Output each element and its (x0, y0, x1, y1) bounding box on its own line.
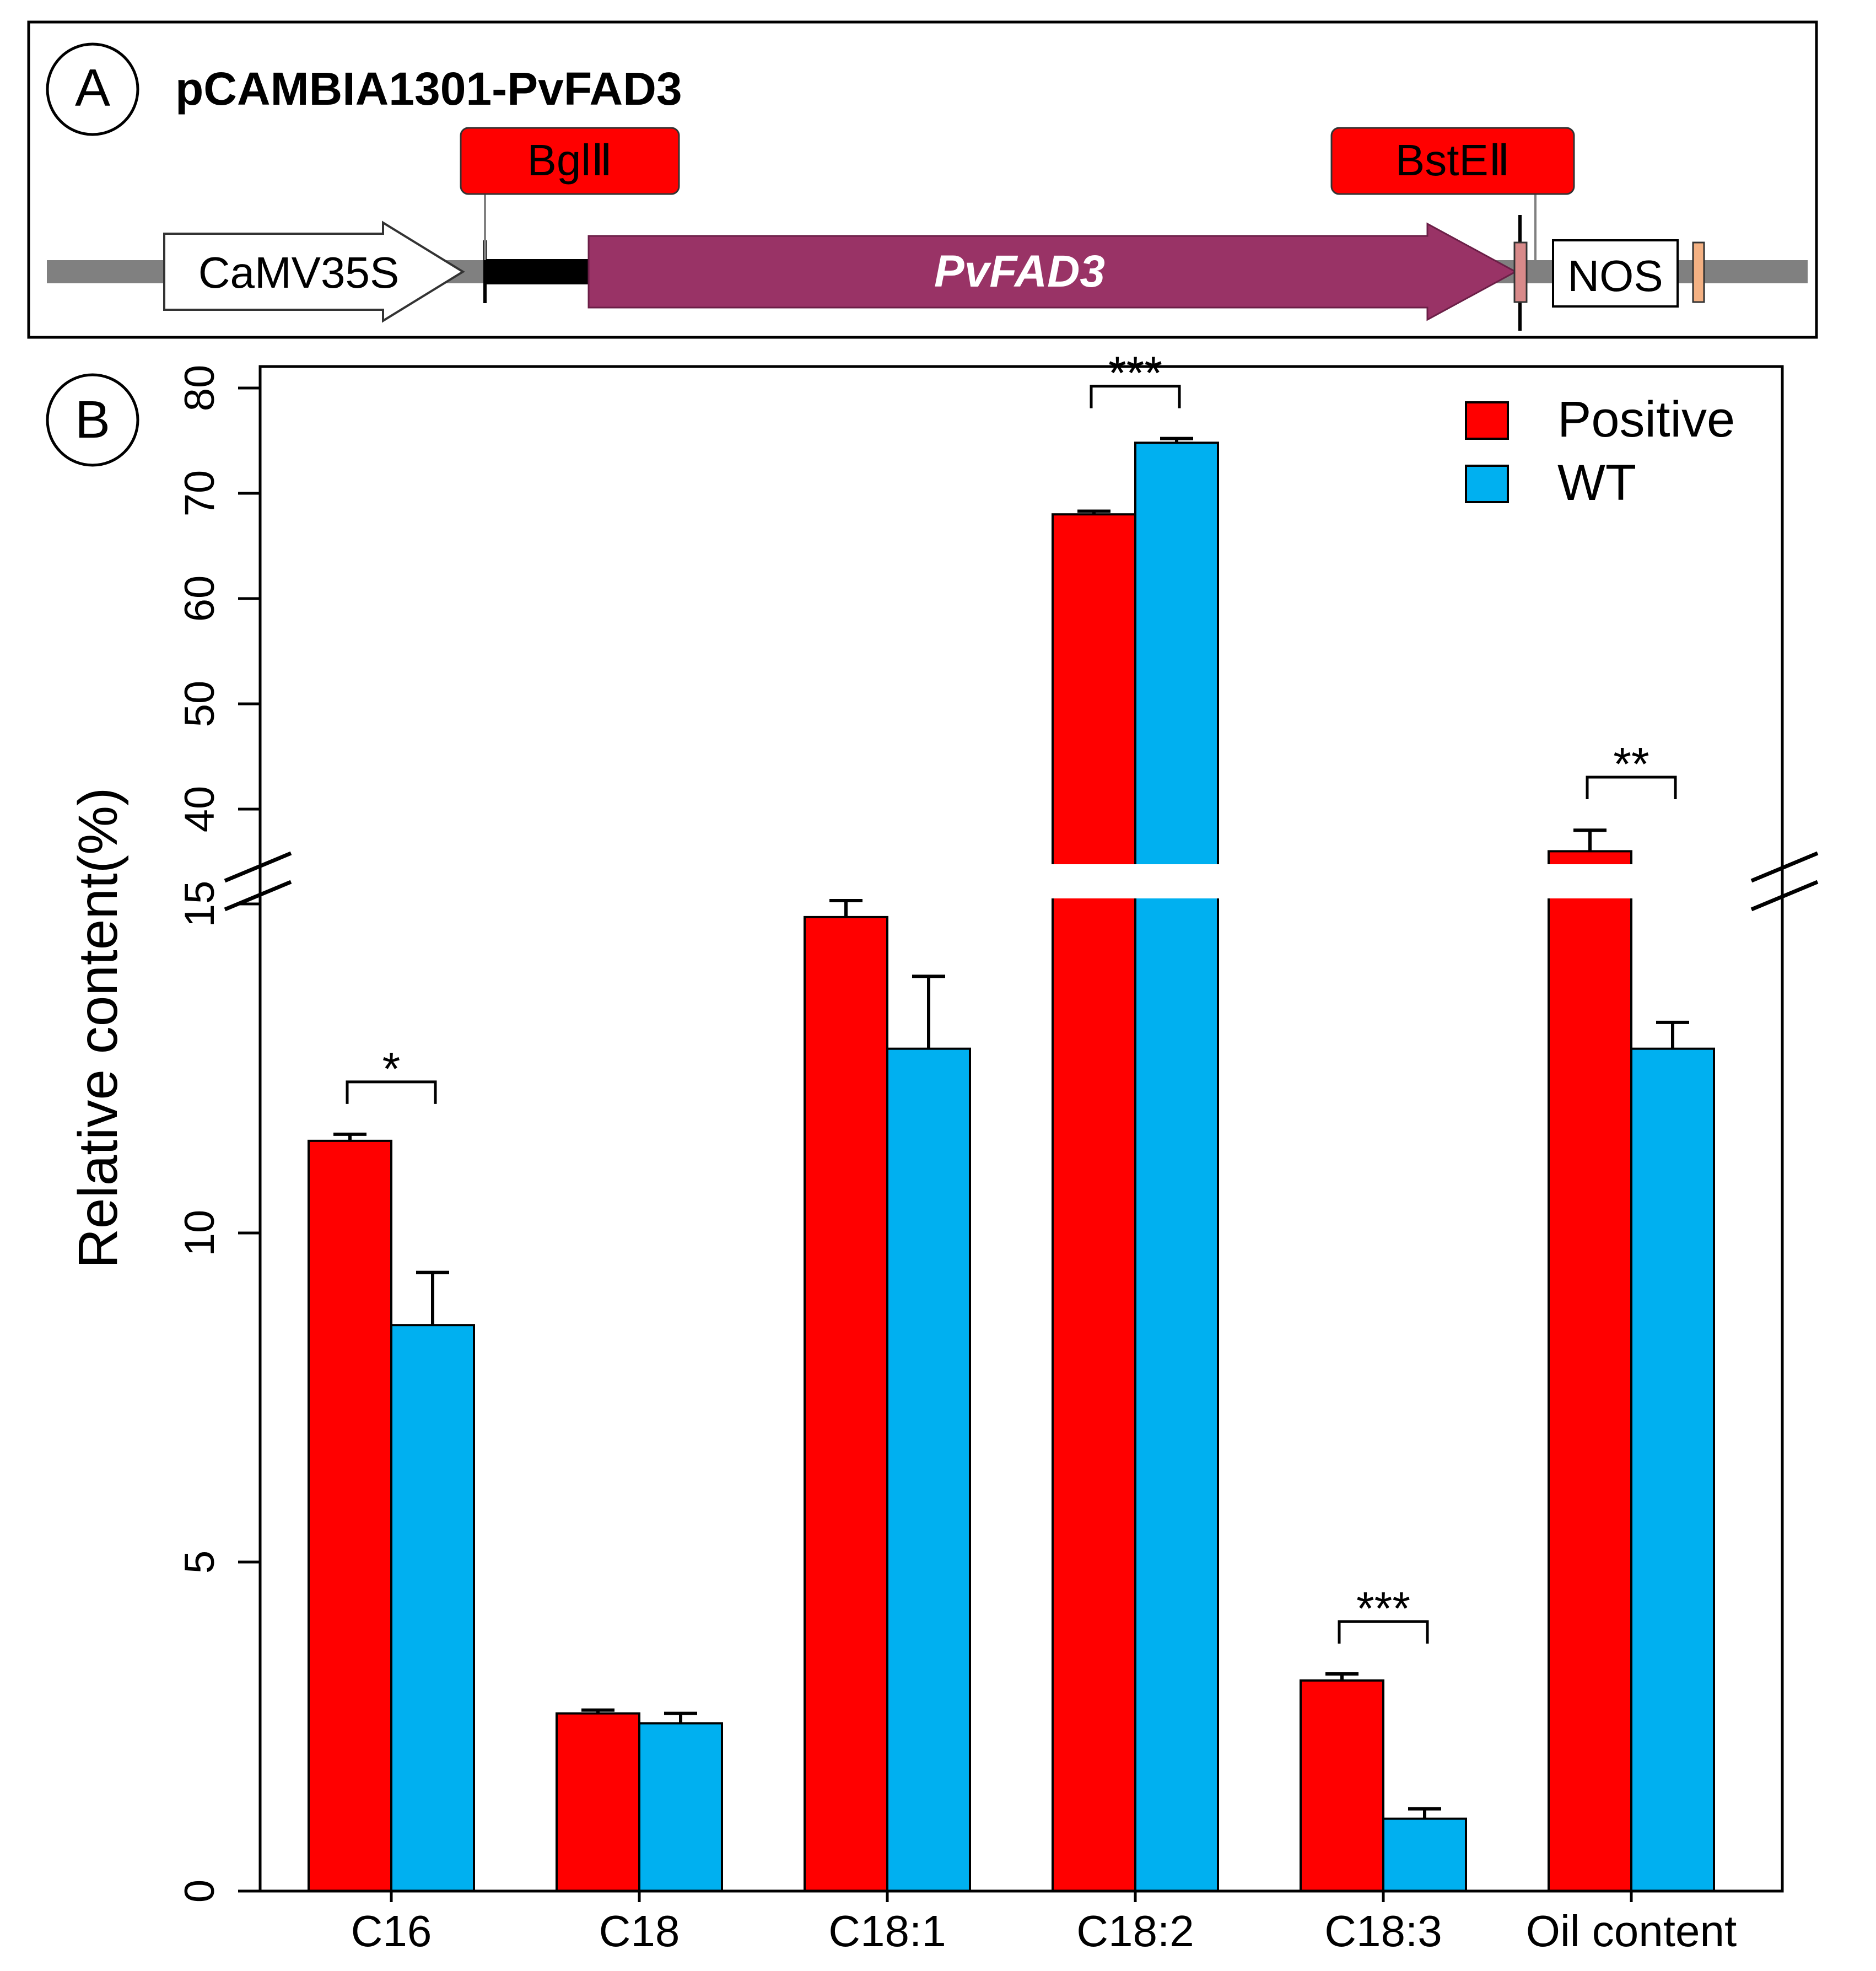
x-tick-label-0: C16 (351, 1907, 432, 1956)
y-tick-label-lower-1: 5 (176, 1550, 223, 1574)
camv35s-promoter-arrow (163, 220, 465, 323)
pink-box-element (1513, 241, 1528, 303)
bsteii-site-box (1330, 127, 1575, 195)
leader-segment (485, 259, 590, 284)
legend-label-positive: Positive (1557, 391, 1735, 448)
panel-b: B Relative content(%) ********* 05101540… (46, 347, 1819, 1956)
panel-a-label-circle (46, 42, 139, 136)
legend-label-wt: WT (1557, 455, 1636, 511)
axis-break-gap-2 (1134, 864, 1220, 898)
bar-wt-2 (886, 1047, 971, 1892)
y-tick-label-upper-4: 80 (176, 365, 223, 412)
x-tick-label-3: C18:2 (1076, 1907, 1194, 1956)
bar-positive-2 (804, 916, 888, 1892)
significance-bracket-3 (1586, 776, 1677, 799)
axis-break-gap-0 (1051, 864, 1137, 898)
terminator-label: NOS (1567, 251, 1663, 300)
panel-a: A pCAMBIA1301-PvFAD3 CaMV35S PvFAD3 NOS … (27, 20, 1818, 339)
significance-label-0: * (382, 1043, 401, 1095)
plot-frame (258, 365, 1784, 1893)
bar-positive-5 (1548, 850, 1632, 1892)
x-axis: C16 C18 C18:1 C18:2 C18:3 Oil content (351, 1891, 1737, 1956)
break-mark-a-1 (1750, 851, 1819, 883)
break-mark-b-0 (224, 880, 292, 912)
y-tick-label-upper-2: 60 (176, 575, 223, 622)
break-mark-b-1 (1750, 880, 1819, 912)
bar-wt-3 (1134, 441, 1219, 1892)
gene-label: PvFAD3 (934, 246, 1105, 297)
significance-label-1: *** (1108, 347, 1162, 399)
panel-b-label: B (75, 390, 110, 449)
bar-wt-5 (1630, 1047, 1715, 1892)
bar-wt-1 (638, 1722, 723, 1893)
construct-title: pCAMBIA1301-PvFAD3 (175, 63, 682, 115)
bar-wt-4 (1382, 1817, 1467, 1892)
axis-break-gap-1 (1547, 864, 1633, 898)
panel-a-label: A (75, 58, 110, 117)
y-tick-label-lower-2: 10 (176, 1210, 223, 1257)
legend-swatch-wt (1465, 465, 1509, 503)
bar-positive-3 (1052, 513, 1136, 1893)
orange-box-element (1692, 241, 1705, 303)
y-tick-label-lower-3: 15 (176, 881, 223, 928)
significance-bracket-1 (1090, 385, 1181, 408)
bsteii-site-label: BstEⅡ (1395, 136, 1510, 185)
bglii-site-label: BglⅡ (527, 136, 613, 185)
y-tick-label-upper-1: 50 (176, 681, 223, 728)
x-tick-label-5: Oil content (1526, 1907, 1737, 1956)
bglii-site-box (460, 127, 680, 195)
x-tick-label-4: C18:3 (1324, 1907, 1442, 1956)
significance-label-2: *** (1356, 1582, 1410, 1634)
pvfad3-gene-arrow (587, 222, 1518, 321)
bar-wt-0 (390, 1324, 475, 1892)
bar-positive-4 (1300, 1679, 1384, 1892)
nos-terminator-box (1552, 239, 1679, 308)
significance-label-3: ** (1613, 738, 1649, 790)
significance-bracket-2 (1338, 1620, 1429, 1644)
significance-bracket-0 (346, 1080, 437, 1104)
break-mark-a-0 (224, 851, 292, 883)
plot-area: ********* (308, 347, 1715, 1893)
y-tick-label-upper-3: 70 (176, 470, 223, 517)
x-tick-label-2: C18:1 (828, 1907, 946, 1956)
bar-positive-1 (556, 1712, 640, 1893)
promoter-label: CaMV35S (198, 248, 400, 297)
bar-positive-0 (308, 1139, 392, 1893)
y-tick-label-upper-0: 40 (176, 786, 223, 833)
legend: Positive WT (1465, 391, 1735, 511)
legend-swatch-positive (1465, 401, 1509, 440)
panel-b-label-circle (46, 373, 139, 467)
y-tick-label-lower-0: 0 (176, 1880, 223, 1903)
y-axis-title: Relative content(%) (67, 788, 129, 1269)
x-tick-label-1: C18 (599, 1907, 680, 1956)
